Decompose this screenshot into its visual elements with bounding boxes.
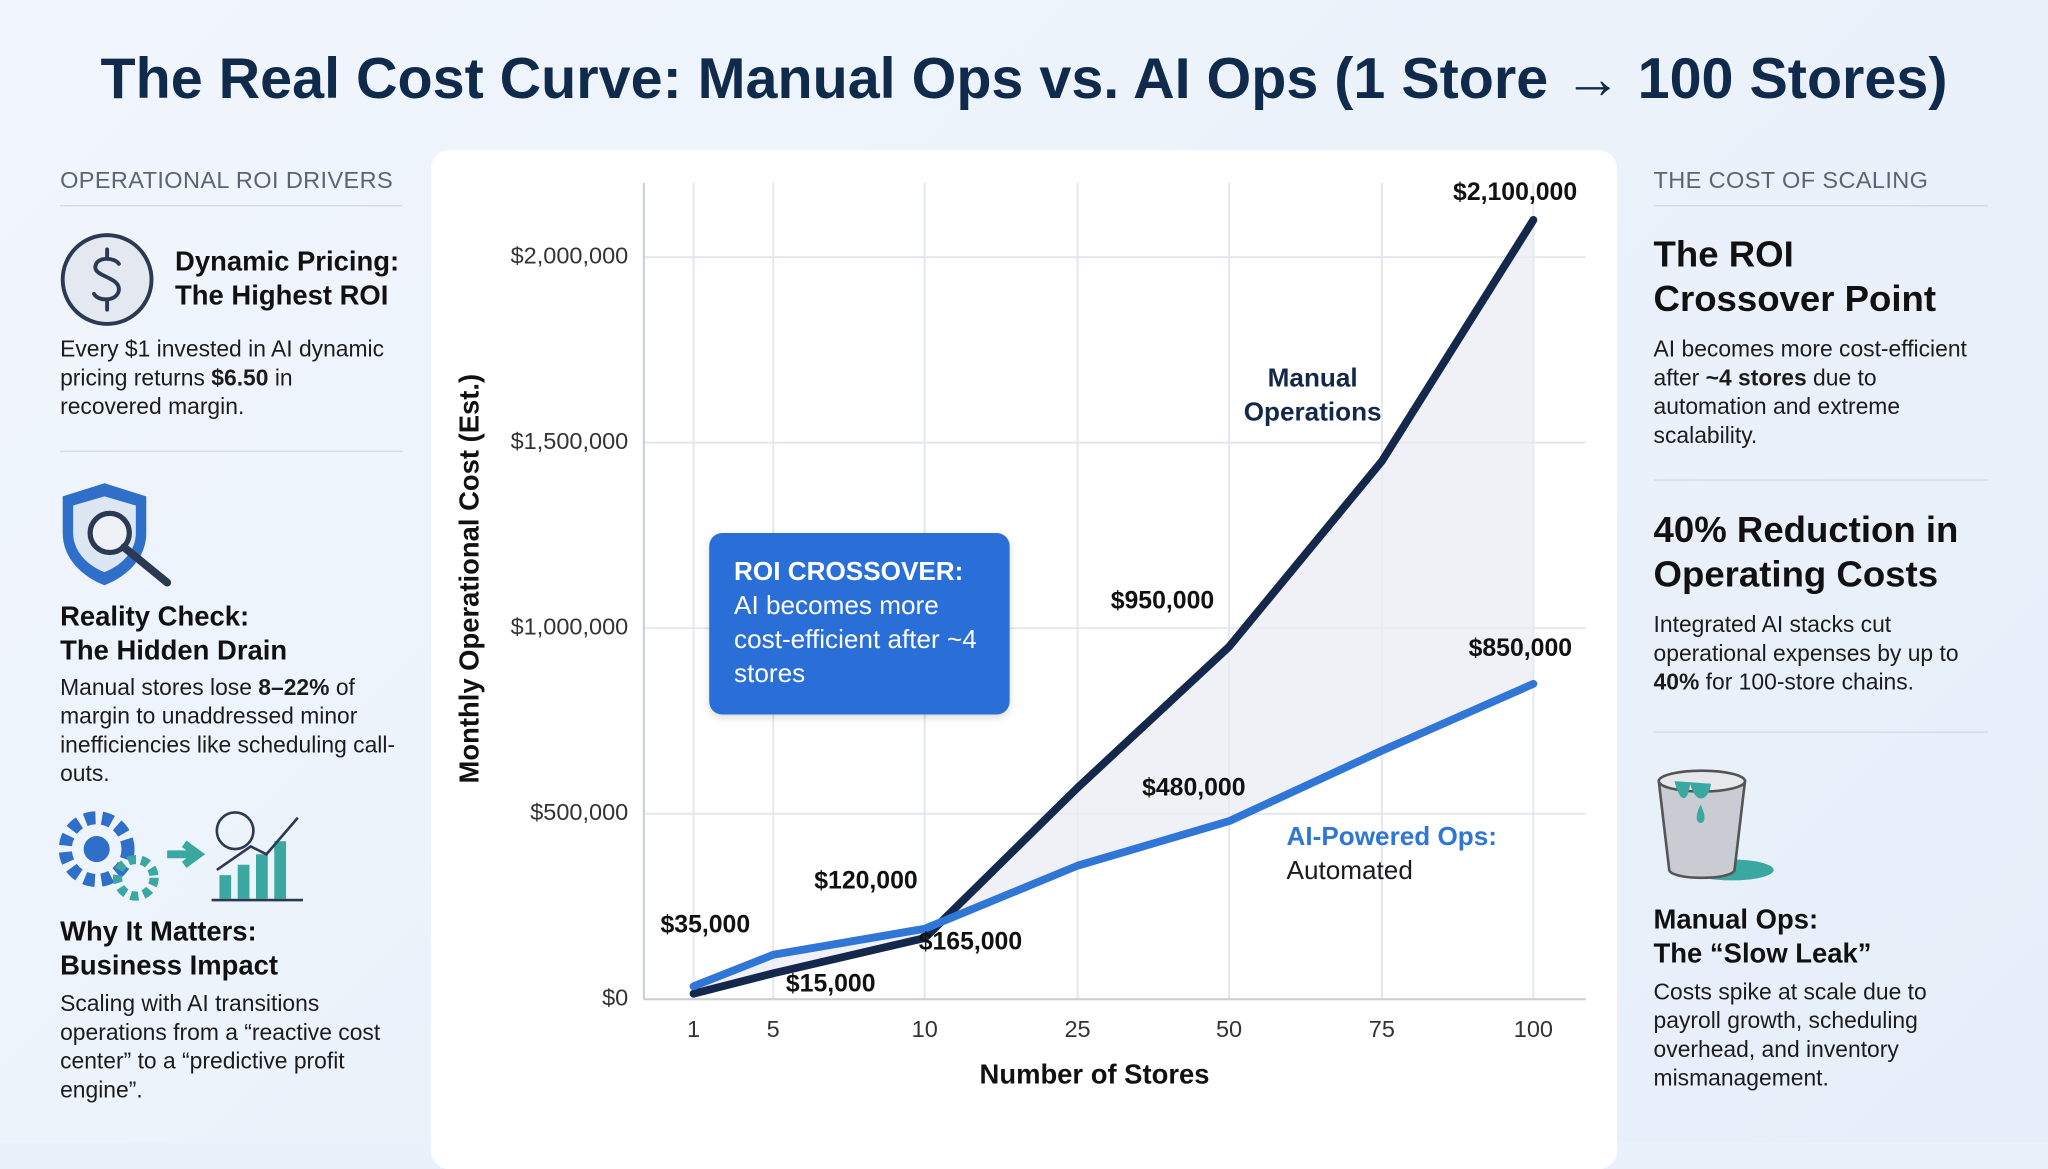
data-label: $120,000 (814, 867, 917, 894)
y-tick-label: $500,000 (530, 799, 628, 825)
panel-header: OPERATIONAL ROI DRIVERS (60, 167, 403, 207)
item-title: Manual Ops: The “Slow Leak” (1653, 905, 1872, 970)
item-body: Manual stores lose 8–22% of margin to un… (60, 674, 396, 787)
data-label: $950,000 (1111, 588, 1214, 615)
impact-icon (58, 811, 304, 902)
bucket-icon (1657, 769, 1774, 881)
series-label: AI-Powered Ops: Automated (1286, 822, 1497, 886)
divider (1653, 731, 1988, 733)
series-line (689, 216, 1538, 998)
x-tick-label: 10 (912, 1016, 938, 1042)
x-tick-label: 25 (1064, 1016, 1090, 1042)
item-body: Every $1 invested in AI dynamic pricing … (60, 335, 385, 420)
y-tick-label: $1,500,000 (511, 428, 629, 454)
data-label: $2,100,000 (1453, 179, 1577, 206)
y-tick-label: $2,000,000 (511, 242, 629, 268)
data-label: $850,000 (1469, 635, 1572, 662)
divider (60, 450, 403, 452)
item-title: Dynamic Pricing: The Highest ROI (175, 246, 400, 311)
series-line (689, 679, 1538, 991)
data-label: $165,000 (919, 929, 1022, 956)
dollar-icon (60, 233, 154, 326)
item-title: 40% Reduction in Operating Costs (1653, 509, 1959, 595)
cost-gap-area (693, 219, 1534, 994)
callout-text: ROI CROSSOVER: AI becomes more cost-effic… (734, 557, 977, 689)
series-label: Manual Operations (1243, 364, 1382, 428)
item-body: Integrated AI stacks cut operational exp… (1653, 611, 1959, 695)
y-axis-label: Monthly Operational Cost (Est.) (454, 374, 485, 784)
data-label: $15,000 (786, 970, 876, 997)
x-tick-label: 100 (1514, 1016, 1553, 1042)
x-axis-label: Number of Stores (980, 1059, 1210, 1090)
x-tick-label: 1 (687, 1016, 700, 1042)
item-body: AI becomes more cost-efficient after ~4 … (1653, 335, 1967, 449)
x-tick-label: 75 (1369, 1016, 1395, 1042)
item-body: Scaling with AI transitions operations f… (60, 990, 381, 1103)
shield-icon (62, 483, 172, 587)
page-title: The Real Cost Curve: Manual Ops vs. AI O… (100, 47, 1948, 112)
callout-box: ROI CROSSOVER: AI becomes more cost-effic… (709, 532, 1010, 715)
x-tick-label: 5 (767, 1016, 780, 1042)
item-title: The ROI Crossover Point (1653, 233, 1937, 319)
data-label: $35,000 (660, 912, 750, 939)
item-body: Costs spike at scale due to payroll grow… (1653, 978, 1927, 1091)
chart: Number of Stores Monthly Operational Cos… (454, 179, 1586, 1090)
data-label: $480,000 (1142, 775, 1245, 802)
y-tick-label: $0 (602, 984, 628, 1010)
item-title: Why It Matters: Business Impact (60, 916, 279, 981)
item-title: Reality Check: The Hidden Drain (60, 602, 288, 667)
x-tick-label: 50 (1216, 1016, 1242, 1042)
panel-header: THE COST OF SCALING (1653, 167, 1988, 207)
divider (1653, 479, 1988, 481)
y-tick-label: $1,000,000 (511, 613, 629, 639)
